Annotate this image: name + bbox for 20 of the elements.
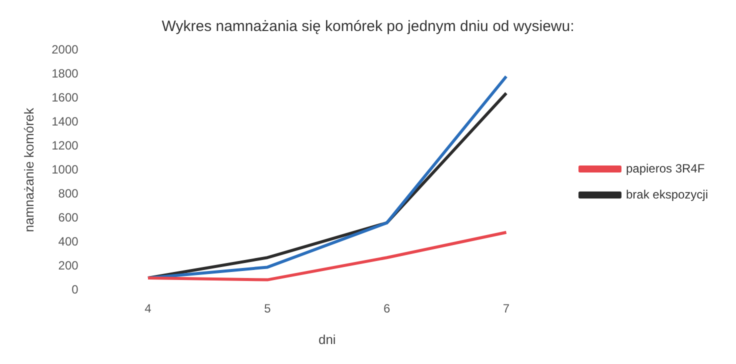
y-tick-label: 1000 bbox=[52, 162, 79, 176]
y-tick-label: 2000 bbox=[52, 42, 79, 56]
x-axis-title: dni bbox=[318, 332, 336, 347]
y-tick-label: 0 bbox=[72, 282, 79, 296]
y-tick-label: 1200 bbox=[52, 138, 79, 152]
x-tick-label: 5 bbox=[264, 302, 272, 316]
x-tick-label: 4 bbox=[144, 302, 152, 316]
y-tick-label: 800 bbox=[58, 186, 79, 200]
y-tick-label: 1800 bbox=[52, 66, 79, 80]
legend-label: brak ekspozycji bbox=[626, 187, 708, 202]
y-tick-label: 200 bbox=[58, 258, 79, 272]
legend-label: papieros 3R4F bbox=[626, 161, 705, 176]
y-tick-label: 400 bbox=[58, 234, 79, 248]
y-tick-label: 600 bbox=[58, 210, 79, 224]
y-axis-title: namnażanie komórek bbox=[21, 107, 36, 232]
chart-title: Wykres namnażania się komórek po jednym dniu od wysiewu: bbox=[162, 18, 574, 36]
x-tick-label: 6 bbox=[383, 302, 390, 316]
y-tick-label: 1600 bbox=[52, 90, 79, 104]
y-tick-label: 1400 bbox=[52, 114, 79, 128]
x-tick-label: 7 bbox=[502, 302, 510, 316]
